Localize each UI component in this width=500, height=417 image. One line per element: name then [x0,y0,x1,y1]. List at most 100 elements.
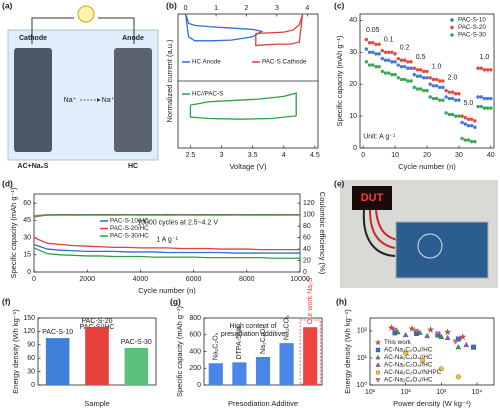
point [447,112,452,117]
panel-label: (c) [334,0,345,10]
y-axis-label: Energy density (Wh kg⁻¹) [11,309,20,394]
led-display [352,186,392,210]
point [438,79,442,83]
annotation: 1.0 [432,63,442,70]
point [364,60,369,64]
point [489,96,493,101]
point [428,76,432,80]
annotation: 0.2 [400,44,410,51]
y-tick-label: 600 [189,332,201,339]
bar [232,362,247,385]
y-tick-label: 10 [349,113,357,120]
x-tick-label: 10² [401,389,412,396]
y-tick-label: 10² [357,328,368,335]
legend-label: HC//PAC-S [192,91,223,98]
panel-label: (d) [2,178,13,188]
annotation: 5.0 [464,100,474,107]
point [418,68,423,72]
point [473,139,477,144]
ion-label: Na⁺ [102,97,115,104]
legend-label: PAC-S-30/HC [110,233,149,240]
x-tick-label: 10³ [436,389,447,396]
point [471,344,476,350]
schematic: Cathode Anode Na⁺ Na⁺ AC+Na₂S HC [7,5,159,170]
x-axis-label: Sample [84,399,109,408]
y-tick-label: 40 [349,17,357,24]
y2-tick-label: 100 [303,211,315,218]
bar [85,326,109,385]
point [479,66,483,70]
point [447,90,452,94]
annotation: 0.1 [384,36,394,43]
point [402,77,407,82]
anode-material: HC [128,163,138,170]
point [469,139,474,144]
y2-tick-label: 80 [303,223,311,230]
point [394,329,401,335]
point [450,112,455,117]
point [431,96,436,101]
y-tick-label: 0 [27,269,31,276]
point [425,69,429,74]
anode-label: Anode [122,35,144,42]
point [399,58,404,62]
y-axis-label: Specific capacity (mAh g⁻¹) [9,187,18,279]
point [466,117,471,121]
point [435,331,441,337]
point [409,60,413,64]
bulb [77,5,95,23]
panel-label: (b) [166,0,177,10]
legend-label: PAC-S-20 [458,24,486,31]
x2-tick-label: 1 [214,5,218,12]
point [393,52,397,56]
point [455,344,462,350]
x-axis-label: Power density (W kg⁻¹) [393,399,471,408]
point [489,106,493,110]
point [476,95,480,99]
category-label: PAC-S-30 [121,339,152,346]
point [463,341,470,348]
y-tick-label: 30 [349,49,357,56]
point [383,71,388,75]
point [457,98,461,102]
legend-label: AC-Na₂C₄O₄//HC [384,354,433,361]
annotation: Unit: A g⁻¹ [363,134,396,141]
category-label: DTPA-5Na [236,326,243,359]
point [479,104,483,109]
legend-label: PAC-S-30 [458,32,486,39]
point [383,50,388,54]
point [371,41,375,45]
y2-tick-label: 20 [303,257,311,264]
x2-tick-label: 2 [245,5,249,12]
point [374,64,378,69]
point [454,92,458,96]
y-tick-label: 120 [23,328,35,335]
point [463,138,467,142]
point [393,72,397,77]
point [413,328,420,334]
annotation: 2.0 [448,75,458,82]
point [399,77,404,82]
point [364,47,369,51]
y-tick-label: 15 [23,252,31,259]
point [412,85,416,90]
point [469,123,474,128]
point [406,60,410,64]
bar [303,327,318,385]
point [466,138,471,142]
point [390,72,394,77]
x-axis-label: Presodiation Additive [228,399,298,408]
point [450,90,455,94]
x-tick-label: 2000 [79,276,95,283]
panel-label: (g) [170,296,181,306]
point [434,77,439,82]
point [460,114,464,118]
legend-marker [375,378,381,383]
x2-tick-label: 3 [275,5,279,12]
y-tick-label: 0 [31,382,35,389]
legend-marker [375,354,381,360]
point [485,106,490,110]
point [422,76,426,80]
ion-label: Na⁺ [64,97,77,104]
wire [362,209,396,257]
